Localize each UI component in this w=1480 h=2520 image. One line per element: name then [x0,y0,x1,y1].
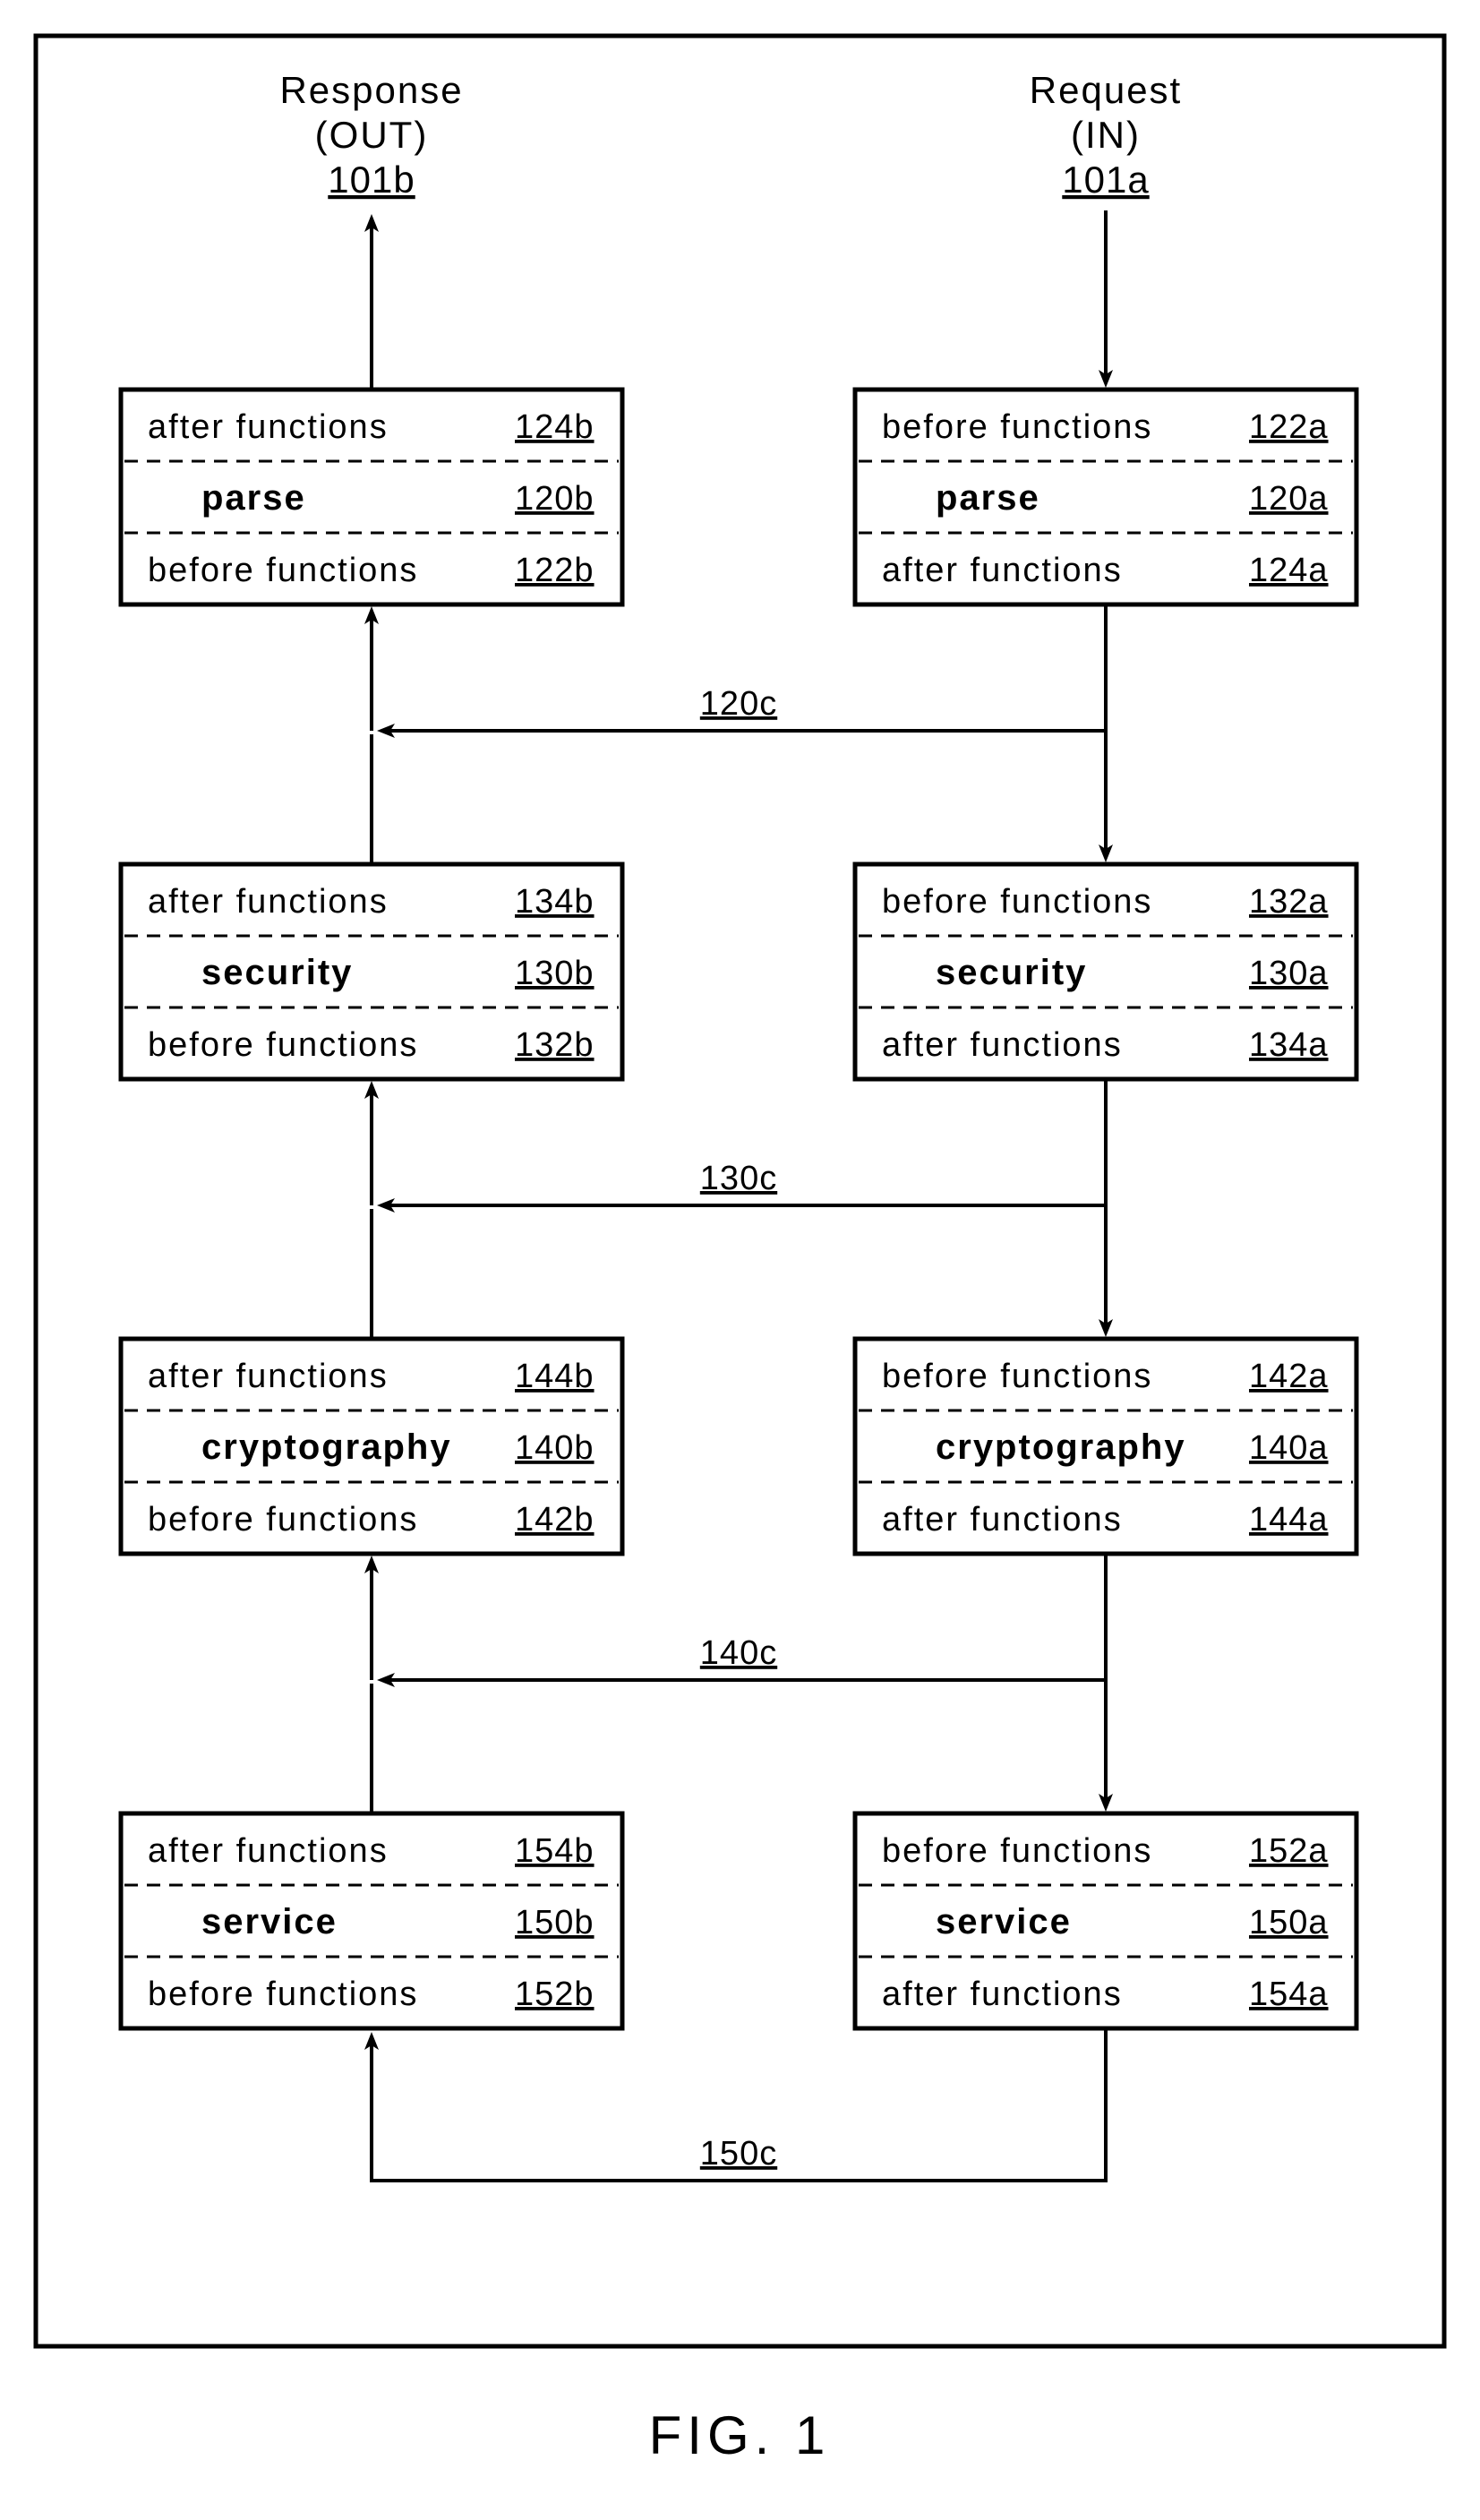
section-ref: 144b [515,1358,595,1395]
cross-ref: 120c [700,685,777,723]
stage-name: cryptography [936,1427,1186,1467]
cross-ref: 150c [700,2135,777,2173]
section-ref: 122b [515,552,595,589]
cross-ref: 140c [700,1634,777,1672]
section-ref: 152b [515,1976,595,2013]
stage-name: security [201,953,353,992]
right-security-box: before functions 132a security 130a after fu… [855,864,1356,1079]
left-cryptography-box: after functions 144b cryptography 140b befor… [121,1339,622,1554]
section-label: after functions [148,1358,389,1395]
figure-caption: FIG. 1 [649,2405,831,2465]
section-ref: 142a [1249,1358,1329,1395]
diagram-root: Response (OUT) 101b Request (IN) 101a af… [0,0,1480,2520]
section-label: before functions [882,408,1152,446]
right-cryptography-box: before functions 142a cryptography 140a afte… [855,1339,1356,1554]
section-label: before functions [882,883,1152,921]
cross-ref: 130c [700,1160,777,1197]
stage-ref: 120a [1249,480,1329,518]
left-parse-box: after functions 124b parse 120b before funct… [121,390,622,604]
section-label: before functions [148,1501,418,1539]
section-label: after functions [148,883,389,921]
section-ref: 142b [515,1501,595,1539]
request-label-1: Request [1030,69,1182,111]
stage-name: parse [936,478,1040,518]
stage-name: parse [201,478,306,518]
section-label: after functions [148,408,389,446]
stage-ref: 130b [515,955,595,992]
section-ref: 132b [515,1026,595,1064]
section-label: before functions [148,1976,418,2013]
section-ref: 134b [515,883,595,921]
section-label: after functions [882,1976,1123,2013]
section-label: before functions [148,552,418,589]
top-labels: Response (OUT) 101b Request (IN) 101a [279,69,1182,201]
stage-name: service [201,1902,338,1941]
right-parse-box: before functions 122a parse 120a after funct… [855,390,1356,604]
section-label: after functions [882,1501,1123,1539]
stage-name: security [936,953,1087,992]
stage-ref: 150b [515,1904,595,1941]
section-label: before functions [882,1358,1152,1395]
stage-ref: 140a [1249,1429,1329,1467]
request-label-2: (IN) [1071,114,1141,156]
section-ref: 124a [1249,552,1329,589]
right-service-box: before functions 152a service 150a after fun… [855,1813,1356,2028]
response-label-1: Response [279,69,463,111]
section-ref: 132a [1249,883,1329,921]
response-ref: 101b [328,159,415,201]
left-service-box: after functions 154b service 150b before fun… [121,1813,622,2028]
section-ref: 134a [1249,1026,1329,1064]
section-ref: 152a [1249,1832,1329,1870]
stage-ref: 120b [515,480,595,518]
section-ref: 124b [515,408,595,446]
left-security-box: after functions 134b security 130b before fu… [121,864,622,1079]
response-label-2: (OUT) [315,114,429,156]
stage-ref: 150a [1249,1904,1329,1941]
stage-ref: 130a [1249,955,1329,992]
stage-name: service [936,1902,1072,1941]
section-label: after functions [882,1026,1123,1064]
section-label: before functions [148,1026,418,1064]
section-ref: 154a [1249,1976,1329,2013]
request-ref: 101a [1062,159,1149,201]
stage-ref: 140b [515,1429,595,1467]
section-label: after functions [148,1832,389,1870]
section-label: after functions [882,552,1123,589]
section-ref: 144a [1249,1501,1329,1539]
section-ref: 154b [515,1832,595,1870]
section-ref: 122a [1249,408,1329,446]
boxes-layer: after functions 124b parse 120b before funct… [121,390,1356,2028]
section-label: before functions [882,1832,1152,1870]
stage-name: cryptography [201,1427,452,1467]
